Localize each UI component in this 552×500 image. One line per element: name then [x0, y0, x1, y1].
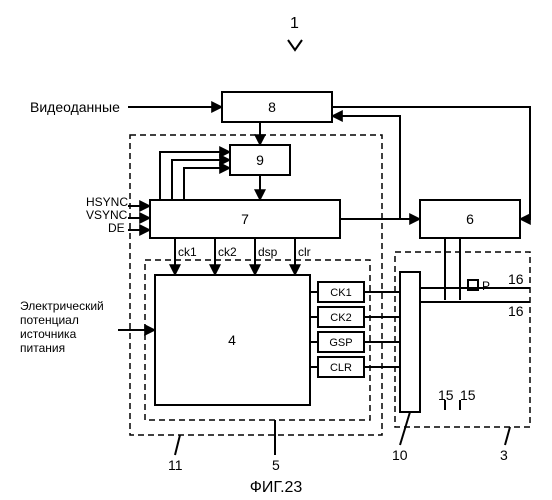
num-3: 3: [500, 447, 508, 463]
label-de: DE: [108, 221, 125, 235]
lead-3: [505, 427, 510, 445]
block-6-num: 6: [466, 211, 474, 227]
block-8-num: 8: [268, 99, 276, 115]
caret-icon: [288, 40, 302, 50]
sig-CK1: CK1: [330, 287, 351, 299]
label-p: P: [482, 279, 490, 293]
label-video-data: Видеоданные: [30, 99, 120, 115]
block-10: [400, 272, 420, 412]
lead-10: [400, 412, 410, 445]
lead-11: [175, 435, 180, 455]
label-power-4: питания: [20, 341, 65, 355]
num-16a: 16: [508, 271, 524, 287]
label-power-2: потенциал: [20, 313, 79, 327]
num-11: 11: [168, 457, 183, 473]
sig-clr-lc: clr: [298, 245, 311, 259]
ref-1: 1: [290, 15, 299, 32]
num-5: 5: [272, 457, 280, 473]
diagram-canvas: 1 8 Видеоданные 9 7 4 6 CK1 CK2 GSP CLR …: [0, 0, 552, 500]
num-10: 10: [392, 447, 408, 463]
sig-CLR: CLR: [330, 362, 352, 374]
figure-title: ФИГ.23: [250, 479, 303, 496]
label-power-3: источника: [20, 327, 77, 341]
num-15b: 15: [460, 387, 476, 403]
w-6-8-back: [332, 116, 400, 219]
w-7-9-b: [172, 160, 230, 200]
block-7-num: 7: [241, 211, 249, 227]
label-vsync: VSYNC: [86, 208, 128, 222]
block-9-num: 9: [256, 152, 264, 168]
sig-ck1-lc: ck1: [178, 245, 197, 259]
num-15a: 15: [438, 387, 454, 403]
num-16b: 16: [508, 303, 524, 319]
sig-CK2: CK2: [330, 312, 351, 324]
block-4-num: 4: [228, 332, 236, 348]
label-power-1: Электрический: [20, 299, 104, 313]
block-8: [222, 92, 332, 122]
sig-ck2-lc: ck2: [218, 245, 237, 259]
label-hsync: HSYNC: [86, 195, 128, 209]
w-7-9-c: [184, 168, 230, 200]
sig-dsp-lc: dsp: [258, 245, 278, 259]
sig-GSP: GSP: [329, 337, 352, 349]
